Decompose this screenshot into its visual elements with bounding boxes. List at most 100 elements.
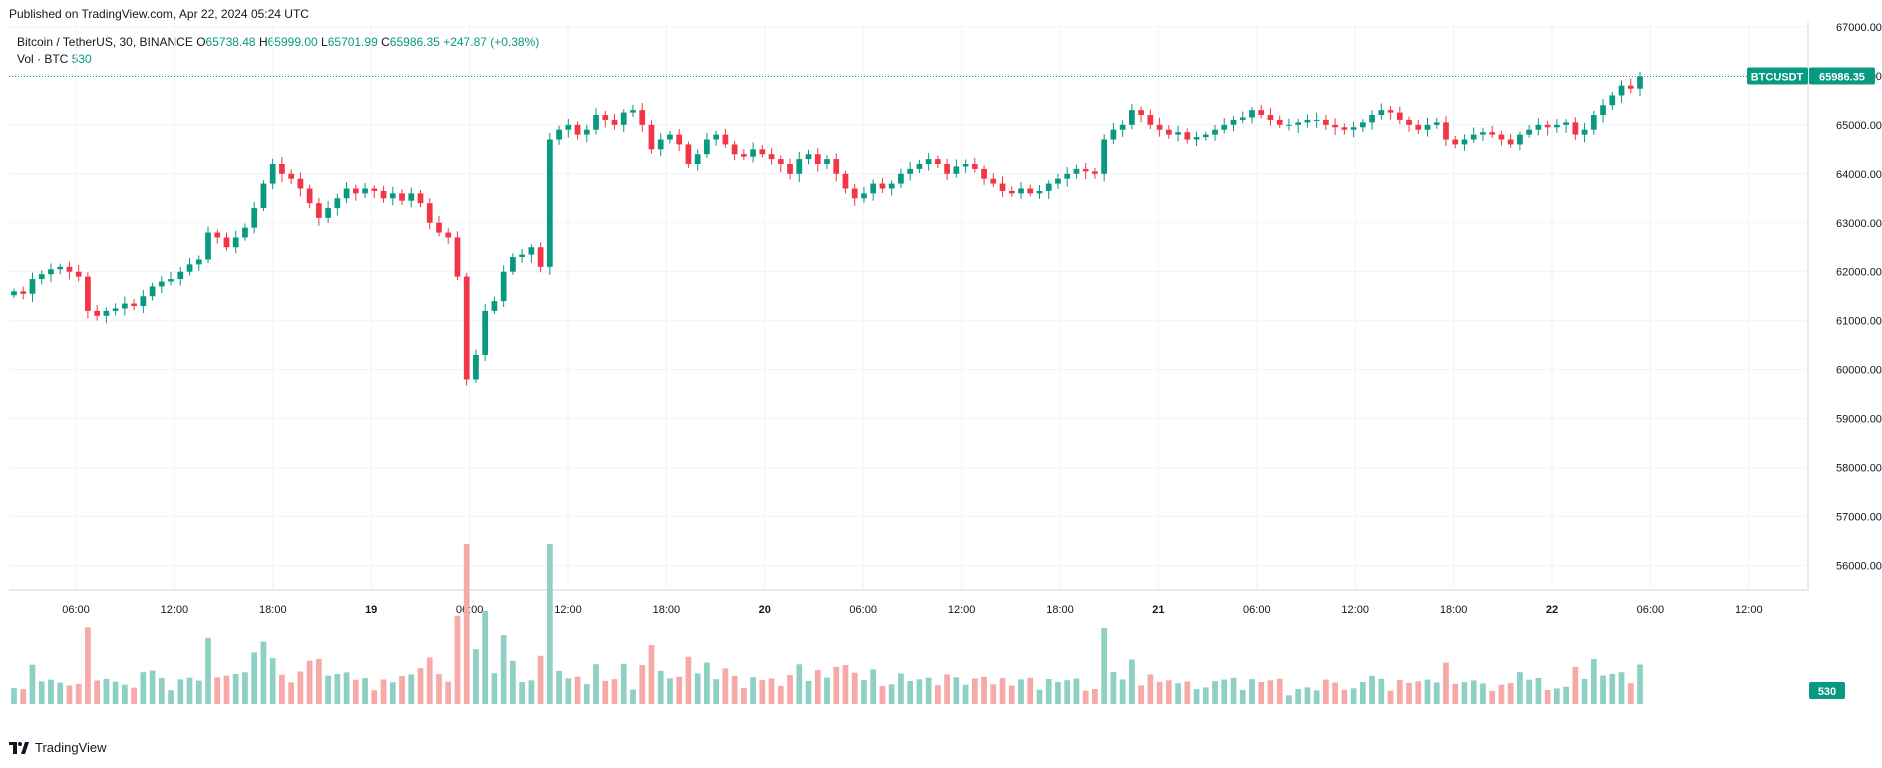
volume-bar — [1147, 674, 1154, 704]
candle-body — [842, 173, 849, 189]
volume-bar — [121, 684, 128, 704]
candle-body — [463, 276, 470, 380]
candle-body — [546, 139, 553, 267]
volume-bar — [482, 610, 489, 704]
volume-bar — [1387, 690, 1394, 704]
candle-body — [1341, 127, 1348, 130]
legend-volume-row: Vol · BTC 530 — [17, 51, 539, 68]
volume-bar — [445, 681, 452, 704]
candle-body — [1609, 95, 1616, 106]
candle-body — [214, 232, 221, 238]
candle-body — [1424, 124, 1431, 130]
candle-body — [851, 188, 858, 199]
volume-bar — [1267, 680, 1274, 704]
volume-bar — [1600, 675, 1606, 704]
volume-bar — [824, 677, 830, 704]
time-tick-label: 06:00 — [456, 604, 484, 616]
volume-bar — [971, 678, 978, 704]
volume-bar — [279, 674, 285, 704]
volume-bar — [1618, 672, 1625, 704]
volume-bar — [316, 659, 322, 704]
volume-bar — [1165, 680, 1172, 704]
candle-body — [593, 115, 599, 130]
change-value: +247.87 (+0.38%) — [443, 35, 540, 49]
volume-bar — [242, 672, 248, 704]
candle-body — [1627, 85, 1634, 89]
volume-bar — [223, 675, 230, 704]
volume-bar — [325, 675, 331, 704]
volume-bar — [426, 657, 433, 704]
candle-body — [75, 271, 82, 277]
candle-body — [1295, 122, 1302, 125]
candle-body — [556, 129, 562, 140]
volume-bar — [694, 673, 701, 704]
candle-body — [399, 193, 405, 201]
volume-bar — [1433, 682, 1440, 704]
candle-body — [1313, 119, 1320, 121]
volume-bar — [1563, 686, 1569, 704]
candle-body — [1239, 117, 1246, 120]
candle-body — [1119, 124, 1126, 130]
candle-body — [722, 134, 729, 145]
candle-body — [288, 173, 295, 179]
volume-bar — [1258, 682, 1265, 704]
candle-body — [1590, 115, 1597, 130]
candle-body — [1286, 124, 1292, 126]
candle-body — [1563, 122, 1569, 125]
volume-bar — [1156, 681, 1163, 704]
volume-label[interactable]: Vol · BTC — [17, 52, 69, 66]
candle-body — [685, 144, 692, 164]
candle-body — [870, 183, 877, 194]
volume-bar — [1101, 627, 1108, 704]
volume-bar — [1590, 658, 1597, 704]
time-tick-label: 06:00 — [849, 604, 877, 616]
candle-body — [667, 134, 673, 140]
candle-body — [916, 164, 923, 169]
candle-body — [140, 296, 147, 306]
volume-bar — [1609, 673, 1616, 704]
candle-body — [630, 110, 636, 113]
volume-bar — [1249, 679, 1255, 704]
volume-bar — [1544, 690, 1551, 704]
candle-body — [796, 159, 803, 174]
volume-bar — [260, 641, 267, 704]
price-tick-label: 61000.00 — [1836, 316, 1882, 328]
candle-body — [574, 124, 581, 135]
volume-bar — [1129, 659, 1135, 704]
candle-body — [85, 276, 91, 311]
candle-body — [1082, 168, 1089, 172]
candle-body — [824, 159, 830, 164]
candle-body — [694, 154, 701, 164]
candle-body — [1470, 134, 1477, 140]
last-price-tag-label: 65986.35 — [1819, 72, 1865, 84]
candle-body — [1110, 129, 1117, 140]
volume-bar — [565, 678, 572, 704]
candle-body — [1359, 122, 1366, 128]
candle-body — [1202, 134, 1209, 138]
volume-bar — [630, 689, 636, 704]
volume-bar — [851, 672, 858, 704]
time-tick-label: 06:00 — [1243, 604, 1271, 616]
candle-body — [242, 227, 248, 238]
candle-body — [740, 154, 747, 157]
candle-body — [805, 154, 812, 160]
candle-body — [999, 183, 1006, 191]
candle-body — [981, 168, 987, 179]
candle-body — [611, 119, 618, 125]
symbol-tag-label: BTCUSDT — [1751, 72, 1804, 84]
low-value: 65701.99 — [327, 35, 378, 49]
volume-bar — [870, 669, 877, 704]
candle-body — [223, 237, 230, 248]
volume-bar — [907, 680, 914, 704]
candle-body — [158, 281, 165, 287]
volume-bar — [1323, 679, 1329, 704]
volume-bar — [805, 680, 812, 704]
symbol-label[interactable]: Bitcoin / TetherUS, 30, BINANCE — [17, 35, 193, 49]
close-key: C — [381, 35, 390, 49]
volume-bar — [713, 679, 720, 704]
candle-body — [103, 310, 110, 316]
candle-body — [519, 254, 525, 258]
candle-body — [1461, 139, 1468, 145]
volume-value: 530 — [71, 52, 92, 66]
